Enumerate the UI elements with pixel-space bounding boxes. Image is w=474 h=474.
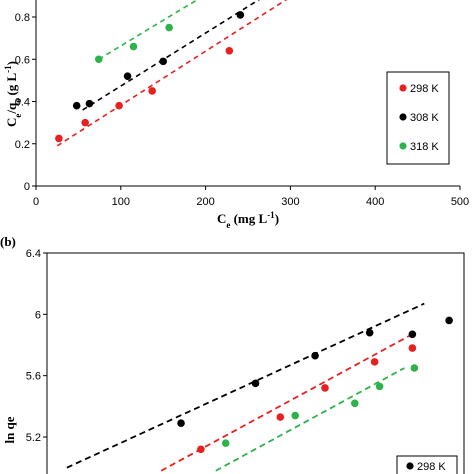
x-tick-label: 0	[33, 196, 39, 208]
legend-marker-298	[399, 84, 407, 92]
y-tick-label-b: 5.2	[26, 432, 41, 444]
panel-a: 0 100 200 300 400 500 0 0.2 0.4 0.6 0.8 Ce (mg L-…	[3, 0, 469, 230]
legend-label-318: 318 K	[410, 141, 439, 153]
data-point-308-k	[123, 72, 132, 80]
data-point-b-green	[350, 399, 359, 408]
fit-line-b-red	[160, 335, 410, 472]
data-point-b-green	[375, 382, 384, 391]
fit-line-308-k	[82, 0, 260, 111]
y-tick-label: 0.2	[15, 139, 30, 151]
data-point-b-red	[321, 384, 329, 392]
x-tick-label: 300	[281, 196, 299, 208]
legend-b: 298 K	[396, 455, 458, 474]
data-point-b-black	[365, 328, 374, 337]
legend-label-308: 308 K	[410, 112, 439, 124]
data-point-b-green	[410, 364, 419, 372]
data-point-298-k	[55, 134, 63, 143]
plot-frame-b	[46, 252, 465, 474]
data-point-308-k	[72, 101, 81, 110]
y-tick-label-b: 5.6	[26, 371, 41, 383]
data-point-b-black	[251, 379, 260, 388]
data-point-b-red	[197, 445, 205, 454]
data-point-318-k	[129, 42, 138, 51]
data-point-308-k	[236, 11, 245, 19]
fit-line-b-black	[66, 302, 425, 469]
legend-label-298-b: 298 K	[417, 461, 446, 473]
data-point-318-k	[165, 23, 173, 32]
data-point-b-black	[445, 316, 453, 325]
data-point-b-green	[291, 411, 300, 420]
panel-b: (b) 5.2 5.6 6 6.4 ln qe 298 K	[0, 234, 465, 474]
legend-box-b	[396, 455, 458, 474]
fit-line-318-k	[98, 0, 199, 60]
data-point-b-red	[408, 344, 417, 352]
x-tick-label: 400	[366, 196, 384, 208]
data-point-298-k	[115, 101, 123, 110]
data-point-b-black	[177, 419, 185, 428]
y-tick-label: 0	[24, 181, 30, 193]
y-tick-label-b: 6.4	[26, 248, 41, 260]
data-point-308-k	[159, 57, 167, 66]
y-tick-label: 0.8	[15, 12, 30, 24]
x-tick-label: 200	[196, 196, 214, 208]
x-tick-label: 500	[451, 196, 469, 208]
y-axis-label-a: Ce/qe (g L-1)	[3, 61, 23, 127]
y-axis-label-b: ln qe	[2, 416, 17, 443]
data-point-b-green	[221, 439, 230, 447]
x-tick-label: 100	[112, 196, 130, 208]
y-tick-label: 0.4	[15, 97, 30, 109]
data-point-b-black	[408, 330, 417, 339]
y-tick-label: 0.6	[15, 54, 30, 66]
data-point-b-red	[276, 413, 285, 421]
fit-line-298-k	[56, 0, 288, 147]
data-point-308-k	[85, 99, 94, 108]
data-point-b-red	[370, 358, 379, 366]
panel-label-b: (b)	[0, 234, 16, 249]
data-point-298-k	[81, 118, 89, 127]
data-point-298-k	[225, 47, 234, 55]
y-tick-label-b: 6	[35, 309, 41, 321]
legend-marker-318	[399, 142, 407, 150]
x-axis-label-a: Ce (mg L-1)	[217, 210, 279, 230]
legend-marker-308	[399, 113, 407, 121]
legend-a: 298 K 308 K 318 K	[386, 71, 450, 165]
legend-box-a	[386, 71, 450, 165]
data-point-b-black	[311, 351, 319, 360]
fit-line-b-green	[215, 367, 405, 472]
data-point-298-k	[148, 87, 156, 95]
legend-label-298: 298 K	[410, 83, 439, 95]
legend-marker-298-b	[406, 462, 414, 470]
data-point-318-k	[94, 55, 103, 64]
